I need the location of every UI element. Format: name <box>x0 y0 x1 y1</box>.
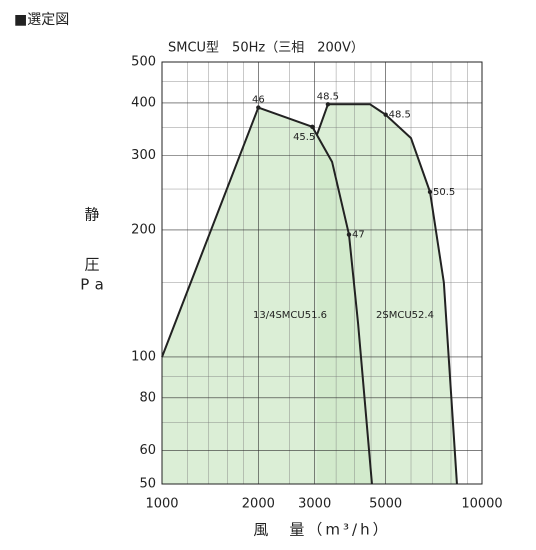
y-tick-label: 50 <box>139 477 156 492</box>
point <box>256 105 261 110</box>
annotation: 48.5 <box>389 110 411 121</box>
chart-title: SMCU型 50Hz（三相 200V） <box>168 41 364 56</box>
plot-frame <box>161 61 483 485</box>
y-axis-label: Pa <box>80 276 110 294</box>
y-tick-label: 300 <box>131 148 156 163</box>
point <box>310 124 315 130</box>
y-tick-label: 500 <box>131 55 156 70</box>
line <box>316 103 458 485</box>
area <box>316 104 457 484</box>
y-axis-label: 圧 <box>84 256 105 274</box>
annotation: 47 <box>352 230 365 241</box>
page-title: ■選定図 <box>14 12 69 28</box>
point <box>325 102 331 107</box>
y-tick-label: 400 <box>131 95 156 110</box>
annotation: 48.5 <box>317 91 339 102</box>
x-axis-label: 風 量（m³/h） <box>253 521 390 539</box>
annotation: 50.5 <box>433 187 455 198</box>
y-axis-label: 静 <box>84 206 105 224</box>
x-tick-label: 5000 <box>369 497 402 512</box>
y-tick-label: 80 <box>139 390 156 405</box>
y-tick-label: 60 <box>139 443 156 458</box>
point <box>346 232 352 237</box>
x-tick-label: 1000 <box>145 497 178 512</box>
x-tick-label: 2000 <box>242 497 275 512</box>
series-label: 2SMCU52.4 <box>376 310 434 321</box>
series-label: 13/4SMCU51.6 <box>253 310 327 321</box>
point <box>427 189 433 195</box>
point <box>383 112 388 117</box>
x-tick-label: 10000 <box>461 497 502 512</box>
x-tick-label: 3000 <box>298 497 331 512</box>
annotation: 46 <box>252 95 265 106</box>
y-tick-label: 100 <box>131 349 156 364</box>
annotation: 45.5 <box>293 132 315 143</box>
y-tick-label: 200 <box>131 222 156 237</box>
